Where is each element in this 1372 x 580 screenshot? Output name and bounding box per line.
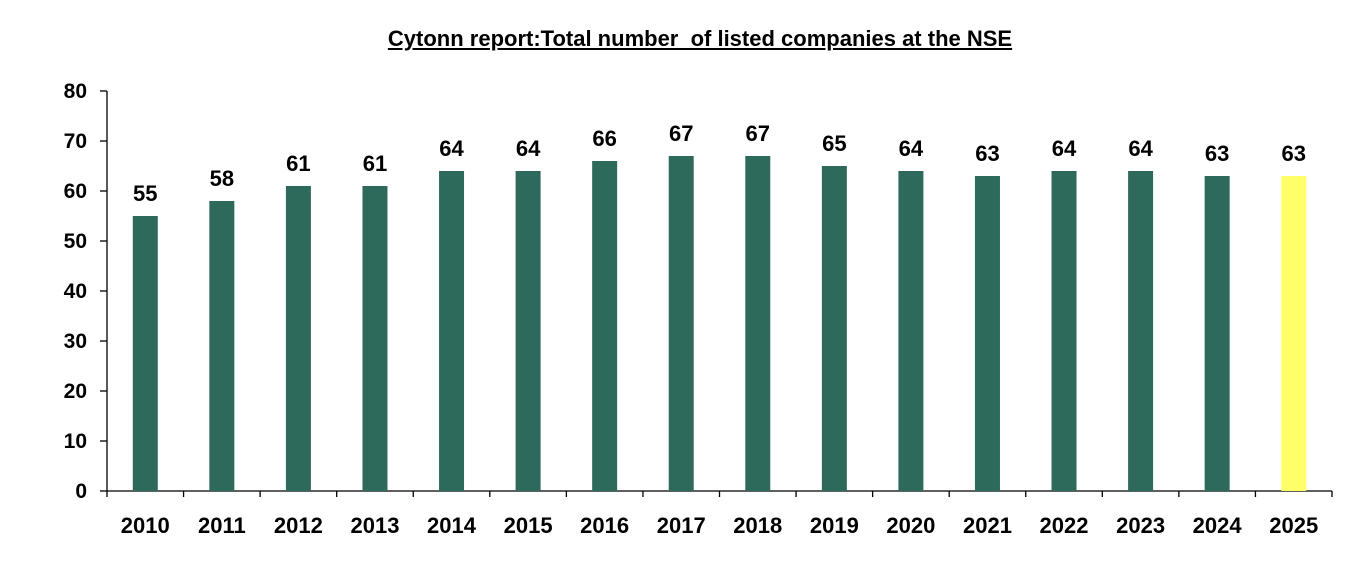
x-tick-label-2013: 2013 [350,513,399,538]
x-tick-label-2023: 2023 [1116,513,1165,538]
data-label-2024: 63 [1205,141,1229,166]
x-tick-label-2015: 2015 [504,513,553,538]
data-label-2017: 67 [669,121,693,146]
x-tick-label-2012: 2012 [274,513,323,538]
bar-2024 [1204,176,1230,491]
x-tick-label-2024: 2024 [1193,513,1243,538]
plot-area: 0 10 20 30 40 50 60 70 80 55 2010 58 2011 61 2012 61 201… [64,80,1333,538]
data-label-2016: 66 [592,126,616,151]
data-label-2010: 55 [133,181,157,206]
y-tick-label: 0 [75,480,87,503]
y-tick-label: 60 [64,180,87,203]
x-tick-label-2014: 2014 [427,513,477,538]
data-label-2022: 64 [1052,136,1077,161]
chart-title: Cytonn report:Total number of listed com… [387,26,1013,51]
y-tick-label: 30 [64,330,87,353]
x-tick-label-2019: 2019 [810,513,859,538]
data-label-2021: 63 [975,141,999,166]
bar-2015 [515,171,541,491]
bar-2021 [974,176,1000,491]
bar-2017 [668,156,694,491]
data-label-2025: 63 [1281,141,1305,166]
x-tick-label-2016: 2016 [580,513,629,538]
data-label-2018: 67 [746,121,770,146]
y-tick-label: 70 [64,130,87,153]
y-tick-label: 50 [64,230,87,253]
y-tick-label: 20 [64,380,87,403]
bar-2023 [1128,171,1154,491]
bar-2018 [745,156,771,491]
bar-2016 [592,161,618,491]
data-label-2023: 64 [1128,136,1153,161]
data-label-2015: 64 [516,136,541,161]
data-label-2014: 64 [439,136,464,161]
data-label-2019: 65 [822,131,846,156]
bar-2011 [209,201,235,491]
bar-2022 [1051,171,1077,491]
bar-2019 [821,166,847,491]
bar-2010 [132,216,158,491]
x-tick-label-2010: 2010 [121,513,170,538]
bar-2014 [439,171,465,491]
y-tick-label: 40 [64,280,87,303]
x-tick-label-2025: 2025 [1269,513,1318,538]
x-tick-label-2017: 2017 [657,513,706,538]
data-label-2012: 61 [286,151,310,176]
bar-2020 [898,171,924,491]
data-label-2020: 64 [899,136,924,161]
y-tick-label: 10 [64,430,87,453]
data-label-2013: 61 [363,151,387,176]
data-label-2011: 58 [210,166,234,191]
y-tick-label: 80 [64,80,87,103]
x-tick-label-2018: 2018 [733,513,782,538]
x-tick-label-2022: 2022 [1040,513,1089,538]
bar-2012 [285,186,311,491]
bar-2013 [362,186,388,491]
bar-2025 [1281,176,1307,491]
x-tick-label-2021: 2021 [963,513,1012,538]
x-tick-label-2020: 2020 [886,513,935,538]
x-tick-label-2011: 2011 [198,513,246,538]
